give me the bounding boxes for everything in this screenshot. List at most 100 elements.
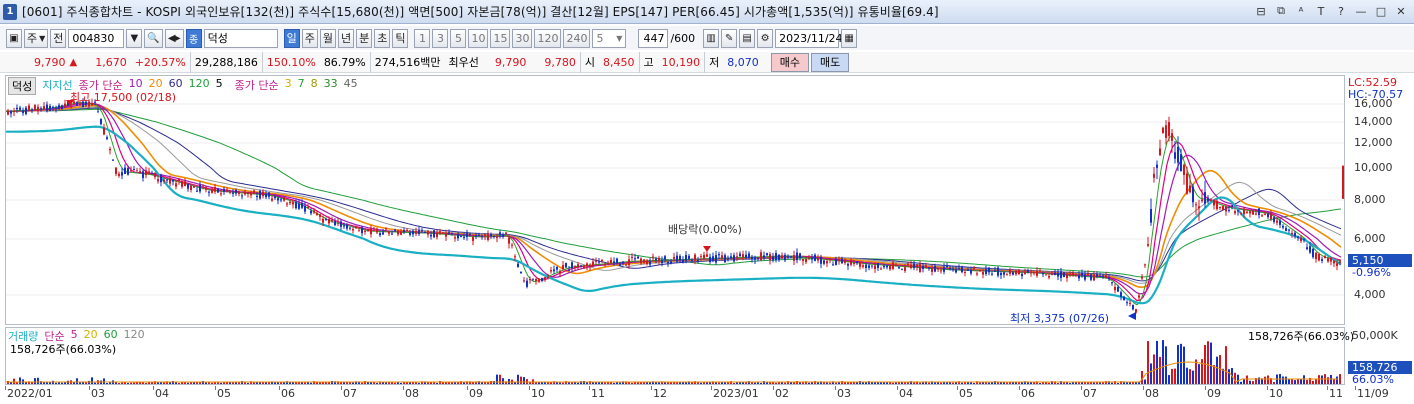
candle-body (115, 167, 117, 174)
candle-body (658, 257, 660, 261)
candle-body (1105, 275, 1107, 278)
candle-body (364, 230, 366, 232)
volume-bar (49, 381, 51, 384)
volume-bar (1285, 376, 1287, 384)
layout-icon[interactable]: ▣ (6, 28, 22, 48)
volume-bar (1246, 375, 1248, 384)
date-tick-mark (467, 386, 468, 390)
tab-year[interactable]: 년 (337, 28, 355, 48)
code-dropdown-icon[interactable]: ▼ (126, 28, 143, 48)
volume-chart-panel[interactable] (5, 327, 1345, 385)
dock-icon[interactable]: ⊟ (1256, 4, 1266, 18)
volume-bar (871, 381, 873, 384)
interval-15[interactable]: 15 (490, 28, 511, 48)
sell-button[interactable]: 매도 (811, 52, 850, 72)
calendar-icon[interactable]: ▦ (841, 28, 858, 48)
candle-body (454, 237, 456, 239)
buy-button[interactable]: 매수 (770, 52, 809, 72)
interval-3[interactable]: 3 (432, 28, 449, 48)
candle-body (1099, 275, 1101, 277)
volume-bar (775, 382, 777, 384)
close-icon[interactable]: ✕ (1396, 4, 1406, 18)
search-icon[interactable]: 🔍 (144, 28, 163, 48)
candle-body (31, 109, 33, 111)
interval-120[interactable]: 120 (534, 28, 562, 48)
volume-bar (361, 382, 363, 384)
save-icon[interactable]: ▤ (739, 28, 756, 48)
volume-bar (982, 381, 984, 384)
volume-bar (325, 382, 327, 384)
best-ask-label: 최우선 (448, 56, 479, 69)
date-input[interactable]: 2023/11/24 (775, 28, 843, 48)
candle-body (775, 253, 777, 260)
pin-icon[interactable]: ᴬ (1298, 4, 1304, 18)
sound-icon[interactable]: ◀▸ (164, 28, 184, 48)
candle-body (1264, 213, 1266, 215)
volume-bar (586, 382, 588, 384)
minimize-icon[interactable]: — (1355, 4, 1367, 18)
tab-minute[interactable]: 분 (356, 28, 373, 48)
candle-body (778, 254, 780, 260)
candle-body (1327, 258, 1329, 262)
stock-code-input[interactable]: 004830 (68, 28, 125, 48)
volume-bar (121, 382, 123, 384)
volume-bar (889, 382, 891, 384)
help-icon[interactable]: ? (1338, 4, 1344, 18)
interval-30[interactable]: 30 (512, 28, 533, 48)
candle-body (1141, 276, 1143, 279)
candle-body (1219, 206, 1221, 208)
volume-bar (820, 381, 822, 384)
candle-body (97, 111, 99, 113)
interval-1[interactable]: 1 (414, 28, 431, 48)
font-icon[interactable]: T (1317, 4, 1325, 18)
candle-body (1243, 208, 1245, 215)
candle-settings-icon[interactable]: ▥ (703, 28, 720, 48)
volume-bar (223, 382, 225, 384)
candle-body (1159, 148, 1161, 156)
candle-body (190, 185, 192, 190)
interval-10[interactable]: 10 (468, 28, 489, 48)
volume-bar (409, 381, 411, 384)
volume-bar (829, 382, 831, 384)
candle-body (913, 263, 915, 268)
maximize-icon[interactable]: □ (1375, 4, 1387, 18)
candle-body (184, 181, 186, 187)
interval-select[interactable]: 5 ▼ (592, 28, 627, 48)
candle-body (937, 268, 939, 270)
prev-button[interactable]: 전 (50, 28, 67, 48)
stock-type-icon[interactable]: 종 (185, 28, 202, 48)
candle-body (169, 178, 171, 184)
draw-tool-icon[interactable]: ✎ (721, 28, 738, 48)
volume-bar (421, 381, 423, 384)
tab-week[interactable]: 주 (301, 28, 318, 48)
tile-icon[interactable]: ⧉ (1277, 4, 1285, 17)
candle-body (178, 179, 180, 181)
tab-second[interactable]: 초 (374, 28, 391, 48)
volume-bar (655, 381, 657, 384)
candle-body (118, 173, 120, 176)
candle-body (154, 172, 156, 177)
period-select[interactable]: 주 ▼ (24, 28, 49, 48)
volume-bar (1228, 369, 1230, 384)
date-tick-mark (153, 386, 154, 390)
volume-bar (334, 381, 336, 384)
tab-month[interactable]: 월 (319, 28, 336, 48)
count-input[interactable]: 447 (638, 28, 669, 48)
tab-tick[interactable]: 틱 (392, 28, 409, 48)
candle-body (721, 255, 723, 258)
interval-5[interactable]: 5 (450, 28, 467, 48)
price-chart-panel[interactable] (5, 75, 1345, 325)
candle-body (268, 192, 270, 197)
volume-bar (1117, 382, 1119, 384)
stock-name-field[interactable]: 덕성 (203, 28, 278, 48)
volume-bar (1120, 381, 1122, 384)
volume-bar (556, 382, 558, 384)
tab-day[interactable]: 일 (283, 28, 300, 48)
interval-240[interactable]: 240 (563, 28, 591, 48)
volume-bar (574, 382, 576, 384)
gear-icon[interactable]: ⚙ (757, 28, 774, 48)
candle-body (985, 269, 987, 274)
price-tick: 16,000 (1354, 97, 1393, 110)
candle-body (1039, 270, 1041, 272)
volume-ma-5: 5 (70, 328, 78, 341)
